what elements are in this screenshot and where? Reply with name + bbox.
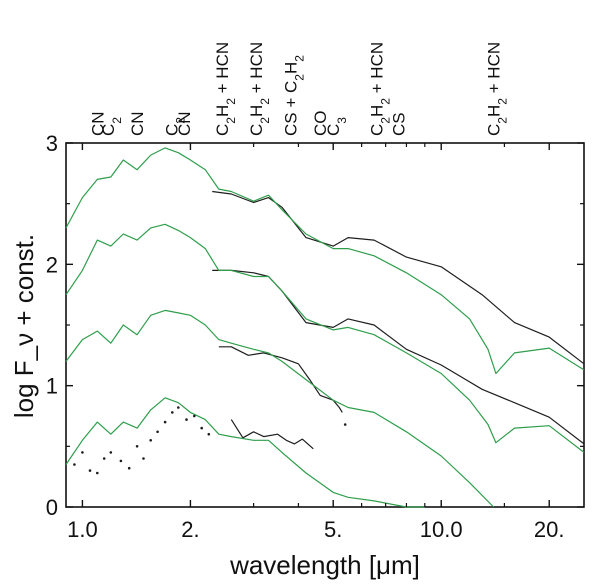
series-8-point (81, 451, 84, 454)
x-tick-label: 20. (534, 517, 565, 542)
molecule-label: CN (88, 111, 107, 136)
y-tick-label: 3 (46, 131, 58, 156)
series-8-point (135, 445, 139, 448)
series-8-point (177, 406, 180, 409)
series-2-line (212, 269, 585, 445)
y-tick-label: 2 (46, 252, 58, 277)
series-8-point (88, 469, 92, 472)
series-8-point (149, 439, 152, 442)
x-tick-label: 1.0 (67, 517, 98, 542)
molecule-label: C2H2 + HCN (247, 42, 272, 136)
x-tick-label: 10.0 (420, 517, 463, 542)
x-tick-label: 5. (324, 517, 342, 542)
series-8-point (73, 463, 76, 466)
series-6-line (230, 419, 314, 450)
molecule-label: C3 (324, 117, 349, 136)
molecule-label: C2H2 + HCN (213, 42, 238, 136)
series-8-point (163, 420, 167, 424)
series-8-point (193, 414, 196, 418)
molecule-label: C2 (99, 117, 124, 136)
molecule-label: CS + C2H2 (281, 55, 306, 136)
series-8-point (109, 451, 113, 454)
series-8-point (207, 432, 211, 436)
x-tick-label: 2. (181, 517, 199, 542)
series-layer (65, 147, 585, 508)
y-axis-title: log F_ν + const. (9, 234, 39, 418)
y-tick-label: 1 (46, 374, 58, 399)
series-8-point (119, 459, 123, 463)
series-8-point (171, 411, 174, 414)
series-8-point (142, 457, 145, 460)
molecule-label: C2H2 + HCN (368, 42, 393, 136)
series-3-line (65, 223, 585, 453)
series-5-line (65, 309, 495, 508)
series-8-point (127, 466, 131, 470)
molecule-label: C2H2 + HCN (485, 42, 510, 136)
series-1-line (65, 147, 585, 375)
ticks-layer: 0 1 2 3 1.0 2. 5. 10.0 20. (46, 131, 584, 542)
series-8-point (343, 423, 347, 426)
x-axis-title: wavelength [μm] (229, 550, 420, 580)
series-8-point (96, 471, 99, 475)
series-8-point (200, 426, 203, 430)
series-8-point (102, 457, 106, 460)
series-8-point (156, 430, 159, 434)
series-8-point (185, 418, 188, 421)
molecule-label: CN (128, 111, 147, 136)
y-tick-label: 0 (46, 495, 58, 520)
series-4-line (218, 346, 343, 413)
series-7-line (65, 397, 425, 508)
molecule-label: C2 (162, 117, 187, 136)
molecule-label: CO (311, 111, 330, 137)
series-0-line (212, 190, 585, 365)
molecule-label: CS (390, 112, 409, 136)
molecule-label: CN (175, 111, 194, 136)
